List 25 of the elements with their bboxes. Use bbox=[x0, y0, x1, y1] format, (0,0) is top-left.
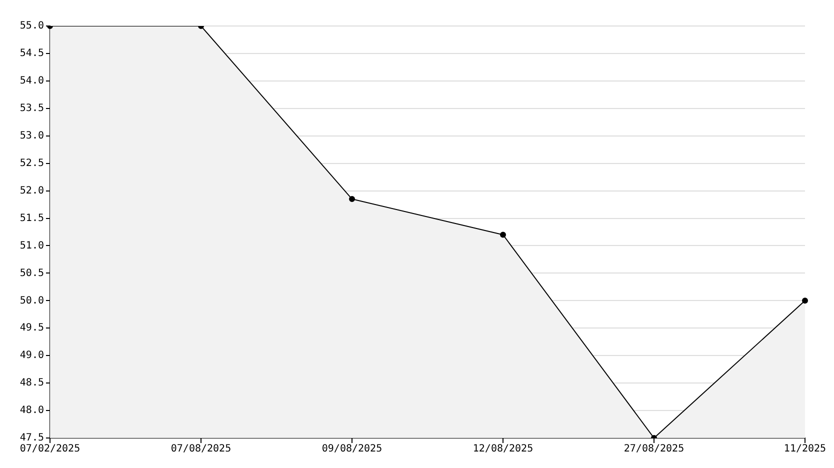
x-tick-label: 11/2025 bbox=[784, 444, 826, 455]
x-tick-label: 07/02/2025 bbox=[20, 444, 80, 455]
y-tick-label: 52.5 bbox=[20, 158, 44, 169]
y-tick-label: 47.5 bbox=[20, 432, 44, 444]
y-tick-label: 48.5 bbox=[20, 378, 44, 389]
y-tick-label: 54.0 bbox=[20, 76, 44, 87]
point bbox=[802, 298, 808, 304]
y-tick-label: 49.5 bbox=[20, 322, 44, 334]
point bbox=[349, 196, 355, 202]
x-tick-label: 09/08/2025 bbox=[322, 444, 382, 455]
y-tick-label: 49.0 bbox=[20, 350, 44, 362]
x-tick-label: 27/08/2025 bbox=[624, 444, 684, 455]
y-tick-label: 53.0 bbox=[20, 130, 44, 142]
y-tick-label: 51.0 bbox=[20, 240, 44, 252]
x-tick-label: 07/08/2025 bbox=[170, 444, 232, 455]
y-tick-label: 50.0 bbox=[20, 295, 44, 306]
y-tick-label: 53.5 bbox=[20, 102, 44, 114]
y-tick-label: 54.5 bbox=[20, 48, 44, 60]
y-tick-label: 48.0 bbox=[20, 405, 44, 416]
point bbox=[500, 232, 506, 238]
x-tick-label: 12/08/2025 bbox=[472, 444, 534, 455]
y-tick-label: 51.5 bbox=[20, 212, 44, 224]
y-tick-label: 52.0 bbox=[20, 185, 44, 196]
y-tick-label: 50.5 bbox=[20, 268, 44, 279]
y-tick-label: 55.0 bbox=[20, 20, 44, 32]
